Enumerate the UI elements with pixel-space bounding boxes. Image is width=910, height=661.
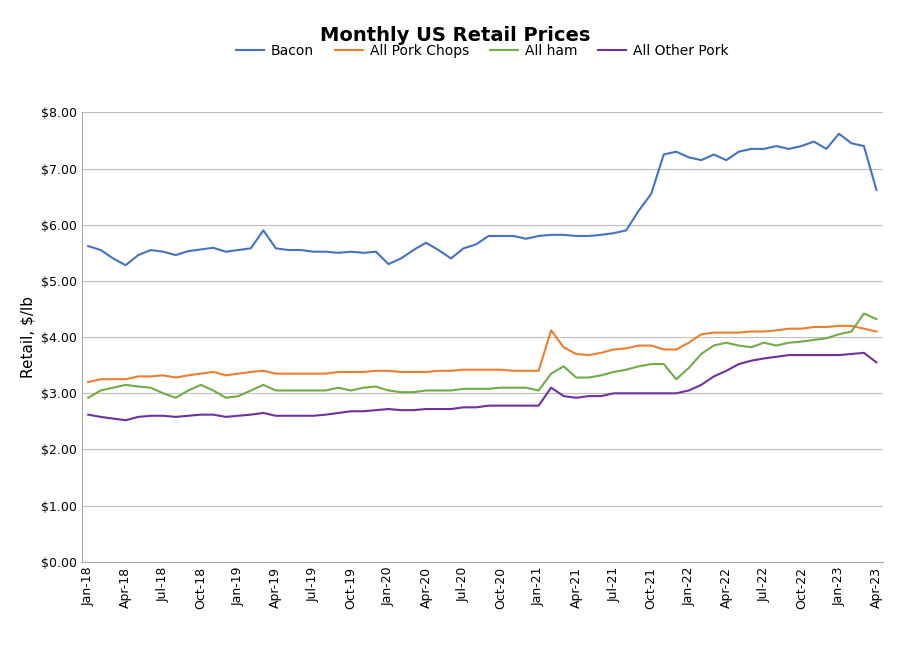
Bacon bbox=[120, 261, 131, 269]
Bacon bbox=[483, 232, 494, 240]
All Other Pork bbox=[858, 349, 869, 357]
All Other Pork bbox=[83, 410, 94, 418]
All ham bbox=[470, 385, 481, 393]
Bacon bbox=[834, 130, 844, 137]
All Pork Chops bbox=[583, 351, 594, 359]
Bacon bbox=[608, 229, 619, 237]
All Other Pork bbox=[533, 402, 544, 410]
All Other Pork bbox=[483, 402, 494, 410]
Bacon bbox=[83, 242, 94, 250]
All ham bbox=[596, 371, 607, 379]
All Pork Chops bbox=[596, 349, 607, 357]
All Other Pork bbox=[596, 392, 607, 400]
All Pork Chops bbox=[470, 366, 481, 373]
All Other Pork bbox=[120, 416, 131, 424]
Bacon bbox=[533, 232, 544, 240]
Y-axis label: Retail, $/lb: Retail, $/lb bbox=[21, 296, 35, 378]
Text: Monthly US Retail Prices: Monthly US Retail Prices bbox=[319, 26, 591, 46]
All Other Pork bbox=[196, 410, 207, 418]
All Pork Chops bbox=[871, 328, 882, 336]
All Other Pork bbox=[871, 358, 882, 366]
All Pork Chops bbox=[521, 367, 531, 375]
All Pork Chops bbox=[408, 368, 419, 376]
Line: All Pork Chops: All Pork Chops bbox=[88, 326, 876, 382]
Line: All ham: All ham bbox=[88, 313, 876, 398]
All ham bbox=[83, 394, 94, 402]
All ham bbox=[871, 315, 882, 323]
Bacon bbox=[420, 239, 431, 247]
Line: Bacon: Bacon bbox=[88, 134, 876, 265]
All Pork Chops bbox=[83, 378, 94, 386]
All Other Pork bbox=[420, 405, 431, 413]
All ham bbox=[858, 309, 869, 317]
All ham bbox=[183, 387, 194, 395]
All Pork Chops bbox=[183, 371, 194, 379]
Bacon bbox=[596, 231, 607, 239]
Bacon bbox=[196, 245, 207, 253]
All ham bbox=[583, 373, 594, 381]
Bacon bbox=[871, 186, 882, 194]
All ham bbox=[408, 388, 419, 396]
All ham bbox=[521, 383, 531, 391]
All Pork Chops bbox=[834, 322, 844, 330]
Legend: Bacon, All Pork Chops, All ham, All Other Pork: Bacon, All Pork Chops, All ham, All Othe… bbox=[231, 38, 733, 63]
All Other Pork bbox=[608, 389, 619, 397]
Line: All Other Pork: All Other Pork bbox=[88, 353, 876, 420]
